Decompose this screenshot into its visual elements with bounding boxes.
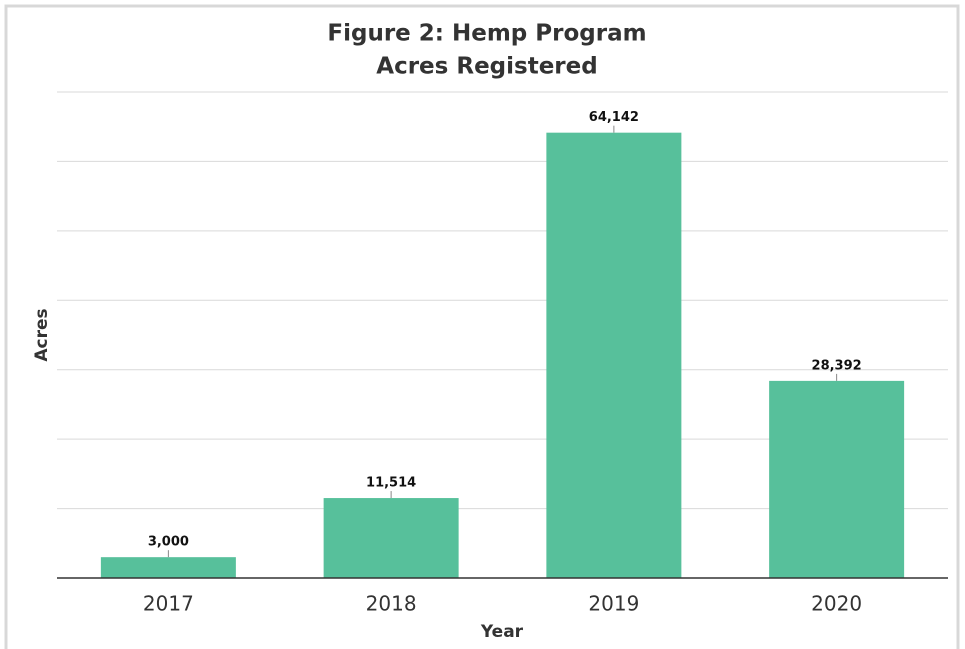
x-tick-label: 2020 xyxy=(811,592,862,616)
bar xyxy=(100,557,236,578)
bar xyxy=(546,132,682,578)
x-tick-label: 2019 xyxy=(588,592,639,616)
y-axis-label: Acres xyxy=(32,308,52,361)
chart-title: Acres Registered xyxy=(376,54,597,80)
value-label: 11,514 xyxy=(366,476,416,491)
bar xyxy=(323,498,459,578)
value-label: 64,142 xyxy=(589,110,639,125)
value-label: 28,392 xyxy=(812,358,862,373)
x-tick-label: 2018 xyxy=(366,592,417,616)
x-tick-label: 2017 xyxy=(143,592,194,616)
bar xyxy=(769,380,905,578)
value-label: 3,000 xyxy=(148,535,189,550)
x-axis-label: Year xyxy=(480,622,524,642)
chart-title: Figure 2: Hemp Program xyxy=(327,21,646,47)
